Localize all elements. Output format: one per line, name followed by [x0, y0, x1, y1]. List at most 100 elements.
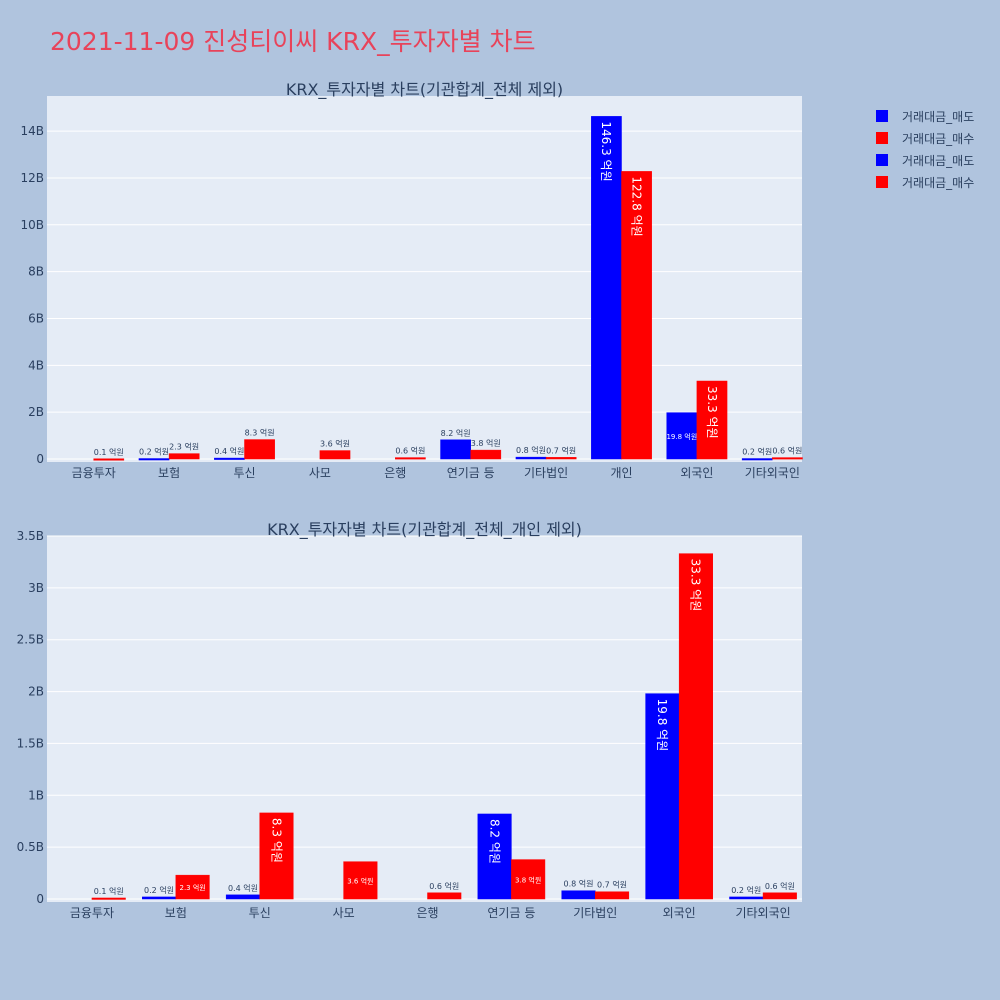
data-label: 33.3 억원 [689, 559, 703, 612]
y-tick-label: 12B [20, 171, 44, 185]
legend-label: 거래대금_매수 [902, 175, 975, 190]
bar [259, 812, 294, 900]
y-tick-label: 8B [28, 265, 44, 279]
legend-label: 거래대금_매도 [902, 153, 975, 168]
x-tick-label: 은행 [384, 465, 406, 480]
legend-item[interactable]: 거래대금_매수 [876, 127, 974, 149]
data-label: 8.3 억원 [269, 818, 283, 863]
data-label: 2.3 억원 [179, 883, 205, 892]
data-label: 0.1 억원 [94, 447, 124, 457]
bar [511, 859, 546, 900]
bar [93, 458, 125, 461]
data-label: 33.3 억원 [705, 386, 719, 439]
x-tick-label: 외국인 [680, 466, 713, 480]
x-tick-label: 개인 [610, 466, 632, 480]
x-tick-label: 투신 [249, 906, 271, 920]
legend-swatch [876, 154, 888, 166]
x-tick-label: 보험 [165, 906, 187, 920]
bar [440, 439, 471, 460]
data-label: 0.6 억원 [772, 446, 802, 456]
x-tick-label: 은행 [416, 905, 438, 920]
data-label: 8.3 억원 [245, 428, 275, 438]
y-tick-label: 0 [36, 892, 44, 906]
y-tick-label: 2B [28, 405, 44, 419]
chart-panel-1: 0 2B 4B 6B 8B 10B 12B 14B KRX_투자자별 차트(기관합계_전체 제외… [20, 80, 803, 480]
bar [696, 380, 728, 460]
bar [244, 439, 275, 460]
x-tick-label: 금융투자 [72, 466, 116, 480]
x-tick-label: 사모 [309, 466, 331, 480]
data-label: 3.6 억원 [347, 876, 373, 885]
y-tick-label: 2.5B [17, 633, 44, 647]
bar [214, 457, 245, 460]
data-label: 0.6 억원 [429, 881, 459, 891]
data-label: 8.2 억원 [487, 819, 501, 864]
x-tick-label: 외국인 [663, 906, 696, 920]
bar [395, 457, 426, 460]
legend-item[interactable]: 거래대금_매도 [876, 105, 974, 127]
legend-label: 거래대금_매도 [902, 109, 975, 124]
bar [666, 412, 698, 460]
x-tick-label: 금융투자 [70, 906, 114, 920]
bar [762, 892, 797, 900]
y-tick-label: 6B [28, 311, 44, 325]
bar [470, 449, 502, 460]
data-label: 0.7 억원 [597, 880, 627, 890]
data-label: 0.8 억원 [516, 445, 546, 455]
bar [741, 458, 773, 461]
legend-item[interactable]: 거래대금_매도 [876, 149, 974, 171]
data-label: 0.6 억원 [765, 881, 795, 891]
data-label: 3.6 억원 [320, 439, 350, 449]
bar [91, 897, 126, 900]
x-tick-label: 기타외국인 [745, 466, 800, 480]
data-label: 19.8 억원 [655, 699, 669, 752]
bar [645, 693, 680, 900]
bar [621, 171, 652, 460]
chart-title: KRX_투자자별 차트(기관합계_전체_개인 제외) [267, 520, 582, 540]
legend-swatch [876, 110, 888, 122]
legend-swatch [876, 132, 888, 144]
y-tick-label: 2B [28, 685, 44, 699]
legend-swatch [876, 176, 888, 188]
data-label: 8.2 억원 [441, 428, 471, 438]
data-label: 146.3 억원 [599, 121, 613, 181]
x-tick-label: 기타외국인 [735, 906, 790, 920]
bar [729, 896, 764, 900]
bar [225, 894, 260, 900]
legend-item[interactable]: 거래대금_매수 [876, 171, 974, 193]
bar [772, 457, 803, 460]
bar [427, 892, 462, 900]
data-label: 19.8 억원 [666, 432, 697, 441]
data-label: 0.4 억원 [228, 883, 258, 893]
bar [319, 450, 351, 460]
data-label: 0.2 억원 [731, 885, 761, 895]
data-label: 0.7 억원 [546, 445, 576, 455]
data-label: 3.8 억원 [515, 875, 541, 884]
y-tick-label: 3B [28, 581, 44, 595]
x-tick-label: 투신 [233, 466, 255, 480]
data-label: 3.8 억원 [471, 438, 501, 448]
data-label: 122.8 억원 [629, 176, 643, 236]
y-tick-label: 3.5B [17, 529, 44, 543]
y-tick-label: 0.5B [17, 840, 44, 854]
plot-area [47, 96, 802, 462]
x-tick-label: 연기금 등 [447, 466, 495, 480]
bar [477, 813, 512, 900]
bar [168, 453, 200, 460]
bar [591, 116, 622, 460]
data-label: 2.3 억원 [169, 442, 199, 452]
x-tick-label: 보험 [158, 466, 180, 480]
x-tick-label: 기타법인 [573, 906, 617, 920]
page-title: 2021-11-09 진성티이씨 KRX_투자자별 차트 [50, 27, 536, 56]
bar [545, 457, 577, 460]
y-tick-label: 0 [36, 452, 44, 466]
bar [678, 553, 713, 900]
x-tick-label: 사모 [333, 906, 355, 920]
bar [343, 861, 378, 900]
bar [175, 874, 210, 900]
bar [142, 896, 177, 900]
bar [515, 456, 547, 460]
y-tick-label: 10B [20, 218, 44, 232]
chart-panel-2: 0 0.5B 1B 1.5B 2B 2.5B 3B 3.5B KRX_투자자별 차트(기관합계_… [17, 520, 802, 920]
